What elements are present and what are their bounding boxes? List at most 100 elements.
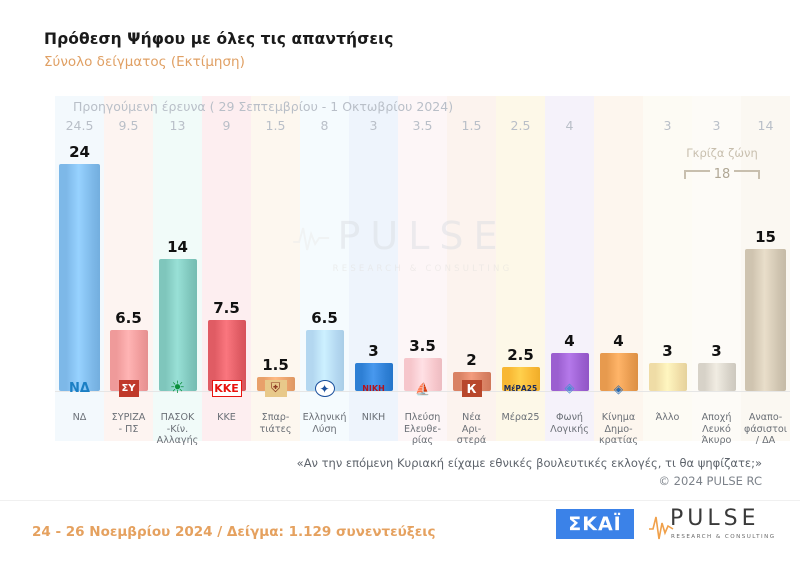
bar-item[interactable]: 2.5 [496,145,545,391]
previous-value: 9 [222,118,231,133]
bar-value-label: 24 [69,143,90,161]
bar [599,353,638,391]
x-axis-labels: ΝΔ ΣΥΡΙΖΑ - ΠΣ ΠΑΣΟΚ -Κίν. Αλλαγής ΚΚΕ Σπαρ-… [55,412,790,447]
bar-item[interactable]: 3 [349,145,398,391]
previous-value: 3.5 [412,118,433,133]
previous-value: 8 [320,118,329,133]
bar-value-label: 6.5 [311,308,338,327]
bar-chart: PULSE RESEARCH & CONSULTING Προηγούμενη … [55,96,790,446]
bar-item[interactable]: 4 [545,145,594,391]
previous-survey-values: 24.5 9.5 13 9 1.5 8 3 3.5 1.5 2.5 4 3 3 14 [55,118,790,133]
bar-value-label: 15 [755,228,776,247]
previous-survey-row: Προηγούμενη έρευνα ( 29 Σεπτεμβρίου - 1 … [55,96,790,144]
grey-zone-label: Γκρίζα ζώνη [686,146,758,160]
category-label: Φωνή Λογικής [550,411,589,435]
chart-header: Πρόθεση Ψήφου με όλες τις απαντήσεις Σύν… [44,30,394,70]
bar-value-label: 3 [368,341,379,360]
bar-item[interactable]: 1.5 [251,145,300,391]
previous-value: 3 [712,118,721,133]
category-label: Αποχή Λευκό Άκυρο [701,411,732,447]
bar [550,353,589,391]
bar [745,249,786,391]
category-label: ΝΙΚΗ [361,411,386,423]
bar-value-label: 3 [662,341,673,360]
category-label: ΣΥΡΙΖΑ - ΠΣ [111,411,146,435]
survey-question: «Αν την επόμενη Κυριακή είχαμε εθνικές β… [296,456,762,470]
bar-item[interactable]: 6.5 [300,145,349,391]
bar-value-label: 14 [167,237,188,256]
bar-value-label: 4 [564,332,575,351]
bar [354,362,393,391]
pulse-logo-text: PULSE [670,506,760,531]
bar-value-label: 4 [613,332,624,351]
grey-zone-annotation: Γκρίζα ζώνη 18 [660,146,784,182]
bar-item[interactable]: 15 [741,145,790,391]
page-title: Πρόθεση Ψήφου με όλες τις απαντήσεις [44,30,394,48]
bar-value-label: 7.5 [213,299,240,318]
skai-logo: ΣΚΑΪ [556,509,634,539]
bar-item[interactable]: 24 [55,145,104,391]
bar-item[interactable]: 3 [643,145,692,391]
category-label: Σπαρ- τιάτες [259,411,292,435]
bar [403,357,442,391]
grey-zone-bracket: 18 [660,167,784,182]
previous-value: 3 [663,118,672,133]
bars-container: 24 6.5 14 7.5 1.5 6.5 3 3.5 2 2.5 4 4 3 3 15 [55,145,790,391]
bar-value-label: 1.5 [262,355,289,374]
category-label: Μέρα25 [501,411,540,423]
pulse-logo: PULSE RESEARCH & CONSULTING [648,508,778,542]
previous-value: 2.5 [510,118,531,133]
bar [305,329,344,391]
bar-item[interactable]: 2 [447,145,496,391]
grey-zone-value: 18 [713,167,731,182]
bar [59,164,100,391]
bar-value-label: 3 [711,341,722,360]
bar [109,329,148,391]
category-label: Άλλο [655,411,680,423]
bar-value-label: 3.5 [409,336,436,355]
previous-value: 24.5 [65,118,94,133]
footer-bar: 24 - 26 Νοεμβρίου 2024 / Δείγμα: 1.129 σ… [0,500,800,567]
survey-date-sample: 24 - 26 Νοεμβρίου 2024 / Δείγμα: 1.129 σ… [32,524,436,540]
category-label: Ελληνική Λύση [302,411,347,435]
bar [256,376,295,391]
bar-item[interactable]: 3.5 [398,145,447,391]
bar [207,320,246,391]
pulse-bolt-icon [649,516,674,540]
previous-value: 4 [565,118,574,133]
previous-value: 1.5 [265,118,286,133]
bar-item[interactable]: 4 [594,145,643,391]
bar [697,362,736,391]
previous-value [594,118,643,133]
bar [648,362,687,391]
bar [158,258,197,391]
bar-item[interactable]: 14 [153,145,202,391]
previous-survey-label: Προηγούμενη έρευνα ( 29 Σεπτεμβρίου - 1 … [73,99,454,114]
bar [452,372,491,391]
previous-value: 1.5 [461,118,482,133]
page-subtitle: Σύνολο δείγματος (Εκτίμηση) [44,54,245,70]
bar-value-label: 2.5 [507,346,534,365]
bar-item[interactable]: 7.5 [202,145,251,391]
previous-value: 9.5 [118,118,139,133]
bar-value-label: 6.5 [115,308,142,327]
x-axis-line [55,391,790,392]
footer-divider [0,500,800,501]
bar-item[interactable]: 6.5 [104,145,153,391]
previous-value: 13 [169,118,186,133]
chart-footnote: «Αν την επόμενη Κυριακή είχαμε εθνικές β… [297,456,762,488]
category-label: Αναπο- φάσιστοι / ΔΑ [744,411,787,447]
copyright-text: © 2024 PULSE RC [658,474,762,488]
bar-item[interactable]: 3 [692,145,741,391]
category-label: Νέα Αρι- στερά [456,411,487,447]
bracket-right-icon [734,170,761,179]
pulse-logo-tagline: RESEARCH & CONSULTING [671,534,776,540]
category-label: ΝΔ [72,411,87,423]
bar-value-label: 2 [466,351,477,370]
bar [501,367,540,391]
bracket-left-icon [683,170,710,179]
previous-value: 3 [369,118,378,133]
category-label: Κίνημα Δημο- κρατίας [598,411,639,447]
category-label: ΚΚΕ [217,411,236,423]
